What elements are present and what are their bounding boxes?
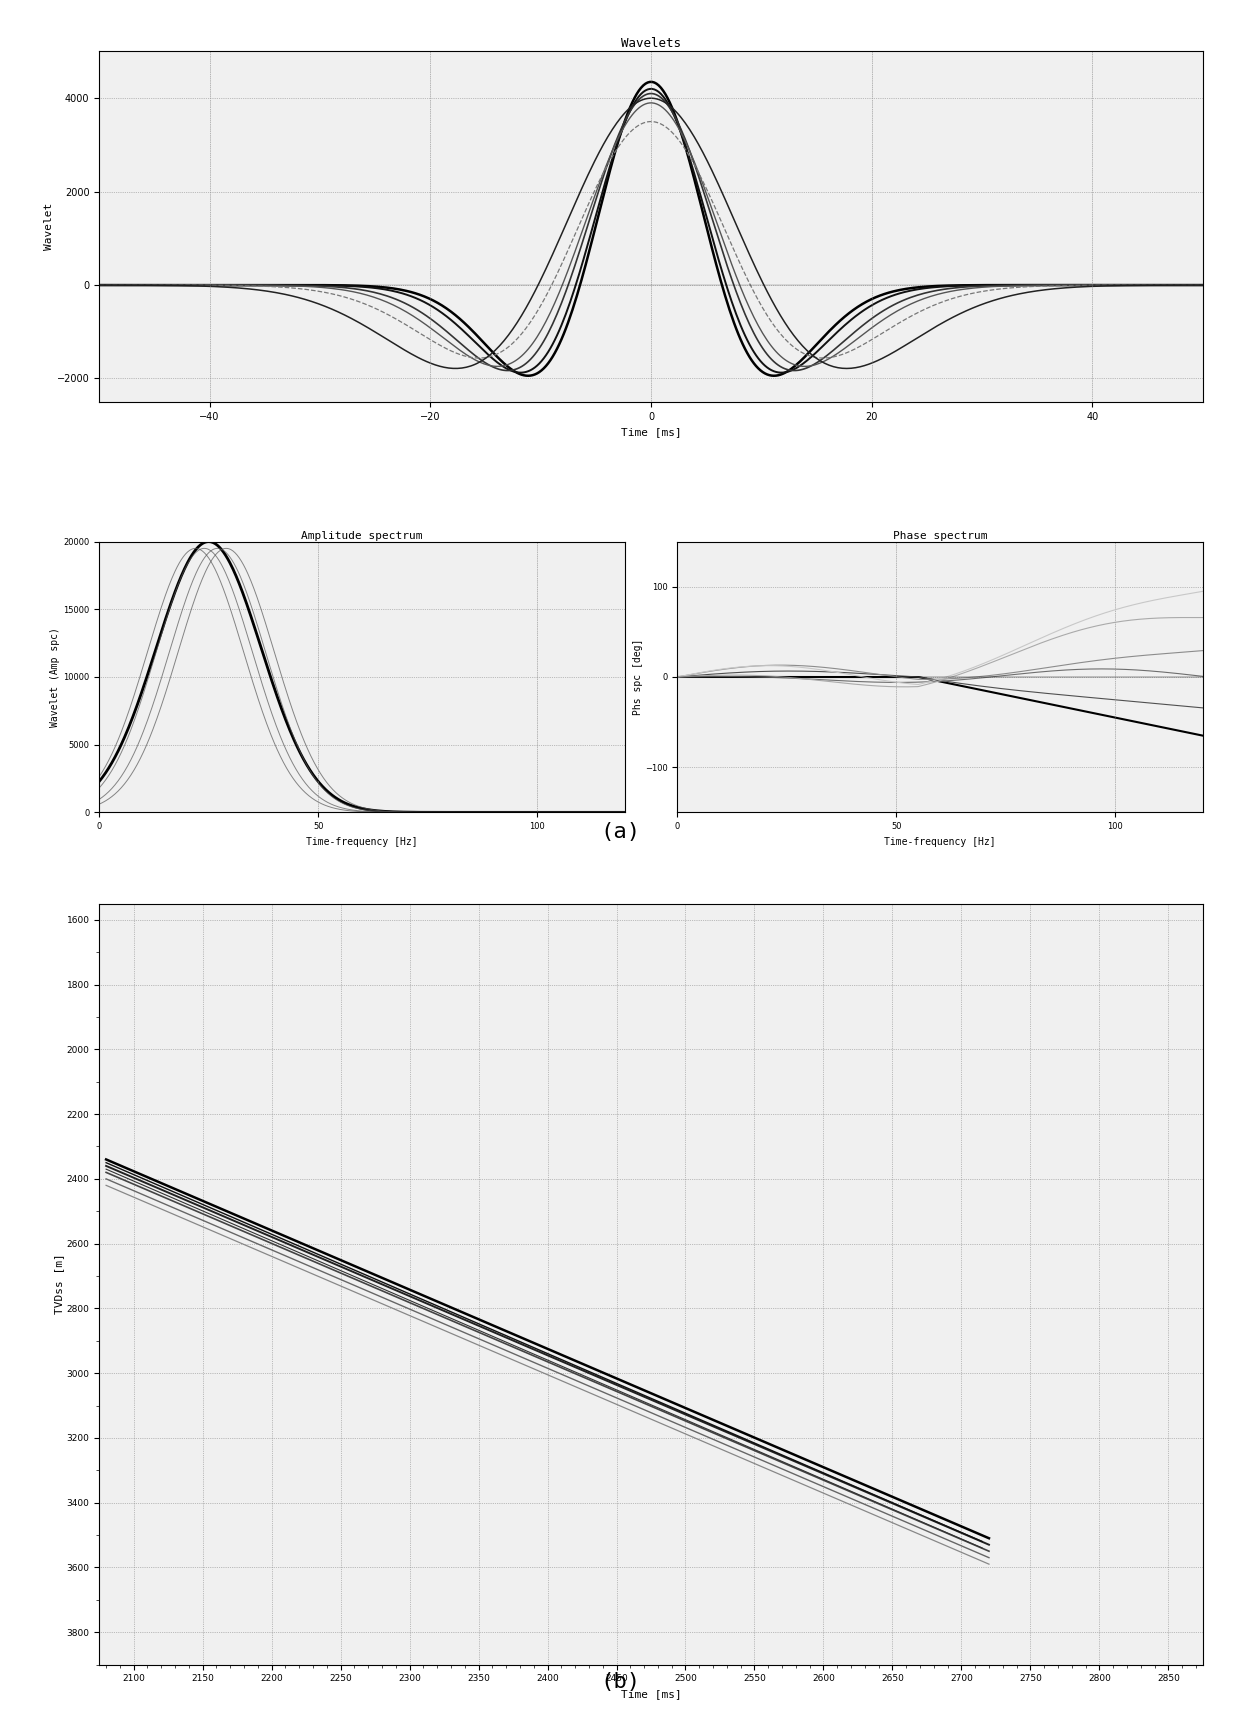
Title: Wavelets: Wavelets (621, 38, 681, 50)
Title: Amplitude spectrum: Amplitude spectrum (301, 530, 423, 541)
Y-axis label: Phs spc [deg]: Phs spc [deg] (634, 638, 644, 716)
Text: (a): (a) (600, 822, 640, 843)
X-axis label: Time-frequency [Hz]: Time-frequency [Hz] (884, 837, 996, 846)
Y-axis label: TVDss [m]: TVDss [m] (53, 1254, 63, 1314)
X-axis label: Time [ms]: Time [ms] (621, 1689, 681, 1699)
X-axis label: Time-frequency [Hz]: Time-frequency [Hz] (306, 837, 418, 846)
Title: Phase spectrum: Phase spectrum (893, 530, 987, 541)
Y-axis label: Wavelet (Amp spc): Wavelet (Amp spc) (51, 626, 61, 728)
Text: (b): (b) (600, 1671, 640, 1692)
Y-axis label: Wavelet: Wavelet (43, 202, 55, 251)
X-axis label: Time [ms]: Time [ms] (621, 427, 681, 438)
